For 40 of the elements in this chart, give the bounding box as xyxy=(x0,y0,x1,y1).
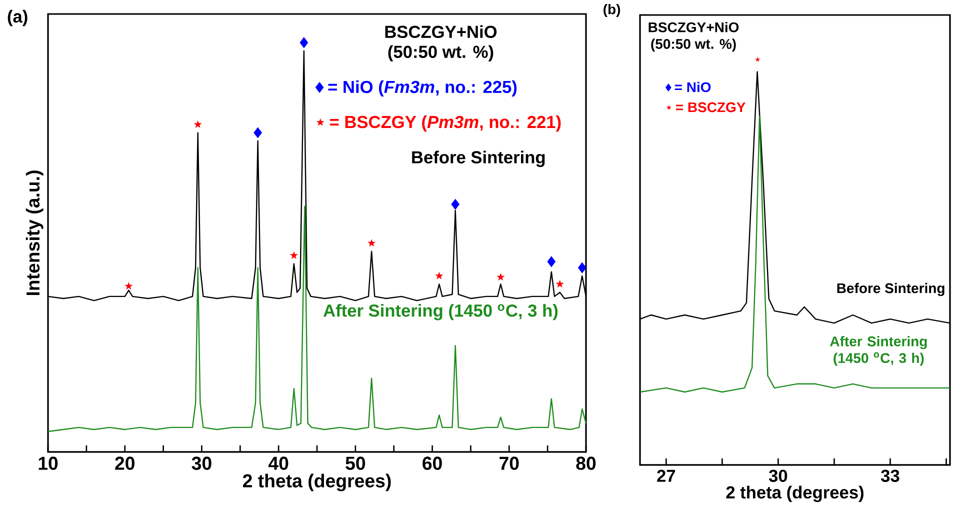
x-axis-title: 2 theta (degrees) xyxy=(726,486,864,502)
series-label: Before Sintering xyxy=(837,282,944,296)
point xyxy=(451,199,460,210)
x-tick-label: 70 xyxy=(500,456,519,470)
point xyxy=(578,262,586,273)
text: (a) xyxy=(8,10,28,26)
point xyxy=(556,280,564,288)
x-axis-title: 2 theta (degrees) xyxy=(242,474,391,492)
text: Before Sintering xyxy=(412,150,545,167)
y-axis-title: Intensity (a.u.) xyxy=(26,170,44,295)
point xyxy=(368,238,376,247)
x-tick-label: 80 xyxy=(576,456,596,470)
x-tick-label: 30 xyxy=(768,470,788,482)
point xyxy=(435,272,444,280)
legend-label: = NiO (Fm3m, no.: 225) xyxy=(328,80,517,97)
x-tick-label: 60 xyxy=(422,456,442,470)
x-tick-label: 10 xyxy=(38,456,58,470)
x-tick-label: 33 xyxy=(880,470,900,482)
point xyxy=(194,120,202,128)
chart-title: BSCZGY+NiO xyxy=(648,22,739,32)
legend-label: = BSCZGY xyxy=(676,102,746,112)
point xyxy=(496,272,505,281)
text: (b) xyxy=(604,4,620,17)
point xyxy=(290,251,298,259)
x-tick-label: 40 xyxy=(268,456,288,470)
point xyxy=(124,282,133,290)
legend-label: = BSCZGY (Pm3m, no.: 221) xyxy=(330,115,561,132)
x-tick-label: 50 xyxy=(346,456,366,470)
legend-label: = NiO xyxy=(674,82,711,92)
point xyxy=(300,38,308,48)
x-tick-label: 30 xyxy=(192,456,212,470)
chart-subtitle: (50:50 wt. %) xyxy=(651,38,736,52)
chart-subtitle: (50:50 wt. %) xyxy=(388,45,494,62)
chart-title: BSCZGY+NiO xyxy=(385,25,497,38)
point xyxy=(254,128,262,138)
series-label: After Sintering (1450 $^{o}$C, 3 h) xyxy=(323,304,558,320)
x-tick-label: 20 xyxy=(115,456,134,470)
series-label: After Sintering (1450 $^{o}$C, 3 h) xyxy=(830,336,927,366)
x-tick-label: 27 xyxy=(657,470,676,482)
point xyxy=(547,256,556,267)
